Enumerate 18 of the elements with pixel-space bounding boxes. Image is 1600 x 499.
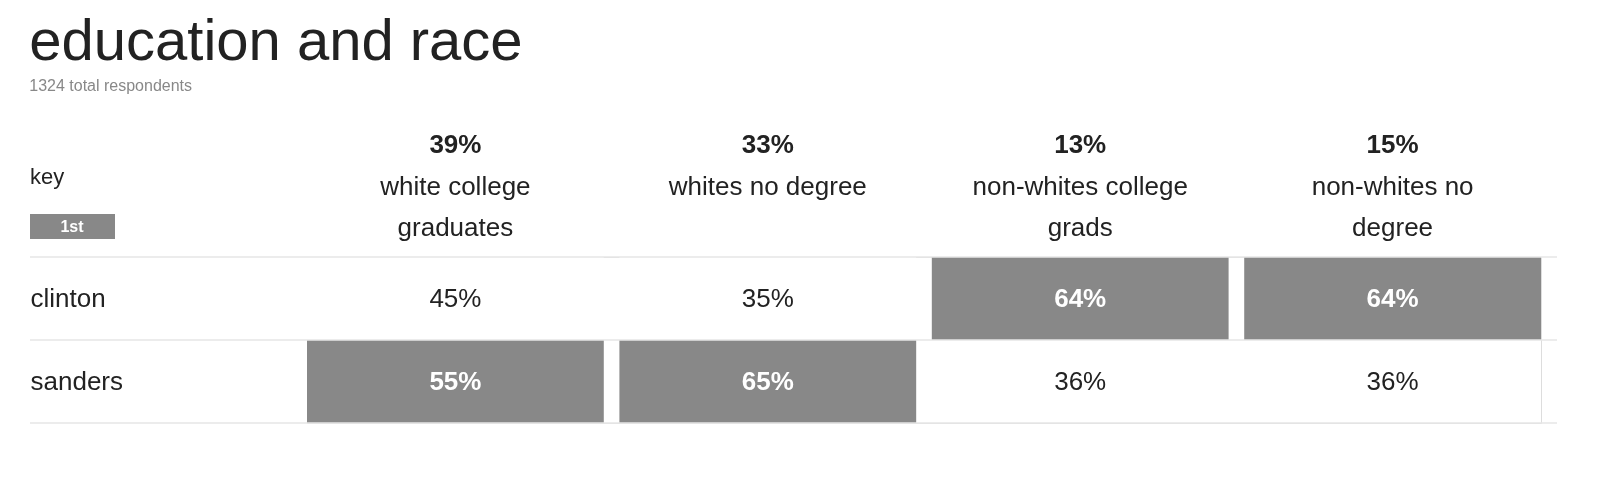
category-label: 39% white college graduates — [380, 129, 531, 242]
data-label: 45% — [429, 282, 482, 313]
data-label: 36% — [1366, 365, 1419, 396]
chart-title: education and race — [29, 7, 523, 72]
data-label: 55% — [429, 365, 482, 396]
category-label: 15% non-whites no degree — [1311, 129, 1474, 242]
data-label: 35% — [741, 282, 794, 313]
data-label: 64% — [1054, 282, 1107, 313]
data-label: 36% — [1054, 365, 1107, 396]
y-tick-label: sanders — [30, 365, 123, 396]
data-label: 64% — [1366, 282, 1419, 313]
category-label: 13% non-whites college grads — [972, 129, 1188, 242]
y-tick-label: clinton — [30, 282, 106, 313]
category-label: 33% whites no degree — [668, 129, 867, 201]
data-label: 65% — [741, 365, 794, 396]
text: 1324 total respondents — [29, 77, 193, 94]
legend-title: key — [30, 164, 65, 189]
text: 1st — [60, 218, 85, 235]
